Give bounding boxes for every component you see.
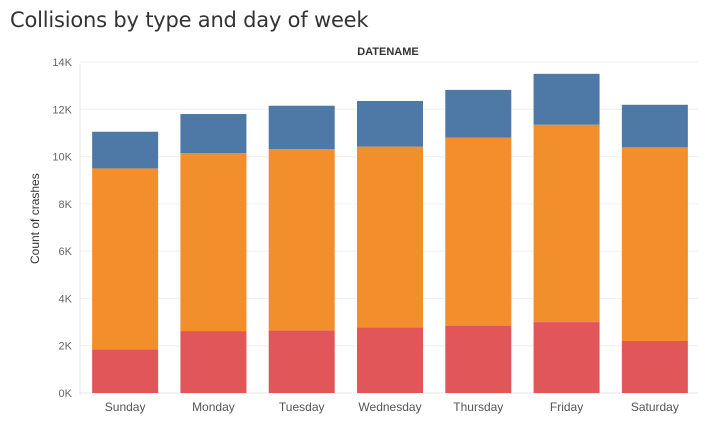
bar-segment[interactable] [180,153,247,332]
bar-stacks [92,73,688,393]
bar-segment[interactable] [357,101,423,147]
bar-segment[interactable] [180,331,247,393]
y-axis-ticks: 0K 2K 4K 6K 8K 10K 12K 14K [52,57,72,400]
bar-segment[interactable] [445,89,512,138]
bar-segment[interactable] [268,330,335,393]
bar-segment[interactable] [621,147,688,341]
bar-segment[interactable] [180,114,247,154]
bar-segment[interactable] [357,327,423,393]
y-tick-label: 14K [52,57,72,69]
bar-segment[interactable] [533,73,600,125]
y-tick-label: 12K [52,104,72,116]
x-tick-label: Wednesday [358,400,421,414]
x-tick-label: Saturday [631,400,679,414]
bar-segment[interactable] [357,146,423,328]
bar-segment[interactable] [268,105,335,150]
bar-segment[interactable] [533,124,600,323]
x-tick-label: Monday [192,400,235,414]
bar-segment[interactable] [268,149,335,331]
bar-segment[interactable] [621,104,688,148]
x-tick-label: Tuesday [279,400,325,414]
y-tick-label: 2K [59,341,73,353]
x-tick-label: Thursday [453,400,503,414]
y-tick-label: 8K [59,199,73,211]
chart-title: Collisions by type and day of week [10,8,369,32]
x-axis-ticks: Sunday Monday Tuesday Wednesday Thursday Frid… [105,400,679,414]
column-header: DATENAME [357,46,419,58]
x-tick-label: Friday [550,400,583,414]
y-tick-label: 10K [52,152,72,164]
y-tick-label: 6K [59,246,73,258]
bar-segment[interactable] [445,137,512,326]
bar-segment[interactable] [445,325,512,393]
bar-segment[interactable] [92,168,159,350]
y-tick-label: 0K [59,388,73,400]
bar-segment[interactable] [621,340,688,393]
bar-segment[interactable] [92,349,159,393]
bar-segment[interactable] [92,131,159,169]
y-tick-label: 4K [59,293,73,305]
x-tick-label: Sunday [105,400,146,414]
bar-segment[interactable] [533,322,600,393]
